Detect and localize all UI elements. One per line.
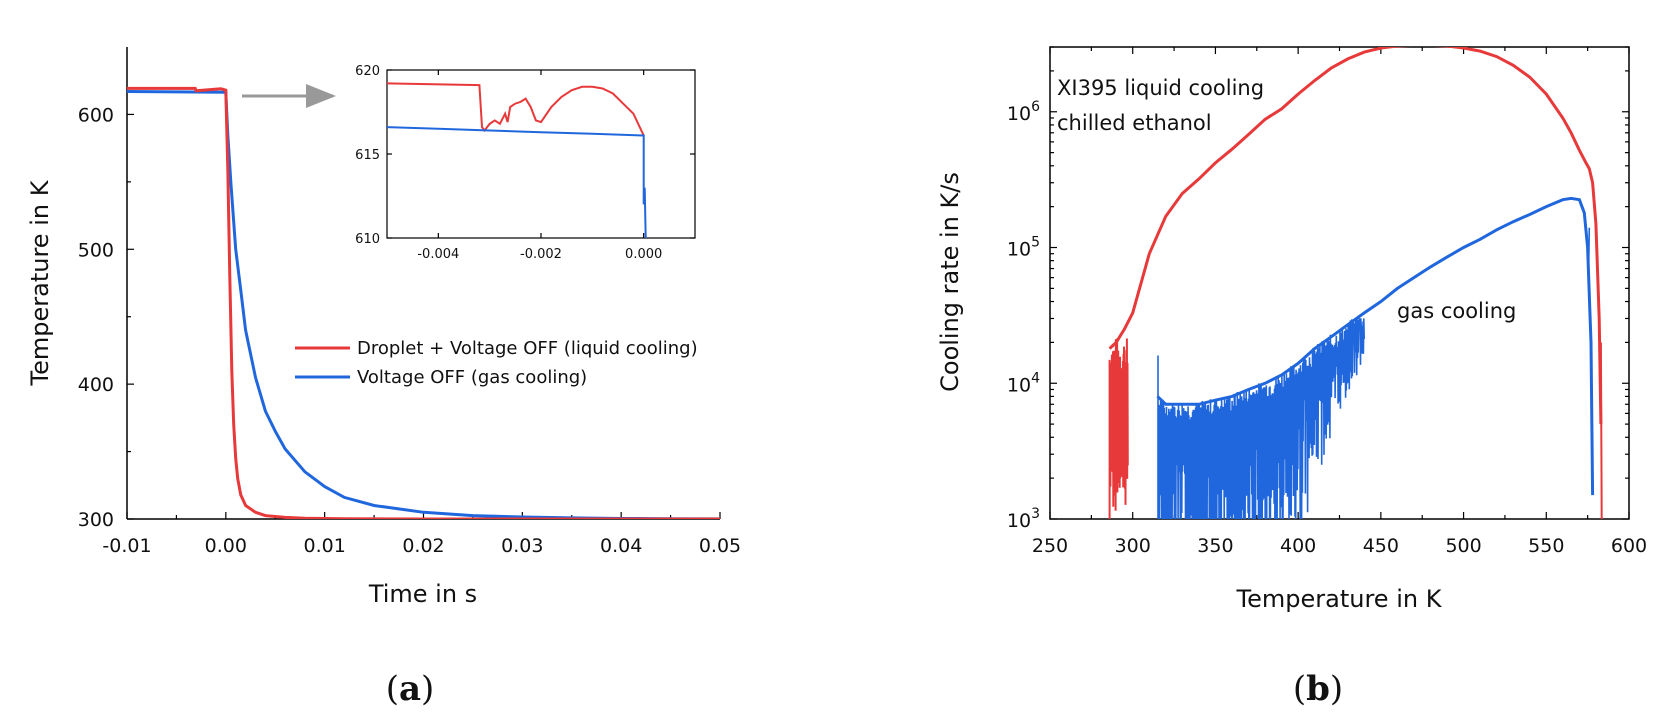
- chart-a: -0.01 0.00 0.01 0.02 0.03 0.04 0.05 300 400 500 6…: [26, 47, 741, 709]
- chart-b: 250 300 350 400 450 500 550 600 103 104 105 106 XI…: [936, 46, 1647, 709]
- chart-a-x-tick-label: 0.03: [501, 535, 543, 557]
- chart-b-y-axis-title: Cooling rate in K/s: [936, 172, 964, 392]
- chart-a-series-gas-line: [127, 90, 720, 519]
- chart-a-y-tick-label: 600: [78, 104, 114, 126]
- chart-a-x-axis-title: Time in s: [368, 580, 477, 608]
- caption-b: (b): [1293, 669, 1343, 709]
- chart-a-y-tick-label: 400: [78, 374, 114, 396]
- chart-a-x-tick-label: 0.04: [600, 535, 642, 557]
- inset-y-tick-label: 610: [355, 232, 380, 247]
- chart-a-series-liquid-line: [127, 86, 720, 519]
- inset-ticks: [387, 69, 695, 239]
- chart-b-x-tick-label: 450: [1363, 535, 1399, 557]
- chart-b-x-tick-labels: 250 300 350 400 450 500 550 600: [1032, 535, 1647, 557]
- inset-y-tick-label: 620: [355, 64, 380, 79]
- chart-b-x-tick-label: 500: [1445, 535, 1481, 557]
- annotation-gas: gas cooling: [1397, 299, 1516, 323]
- chart-a-x-tick-labels: -0.01 0.00 0.01 0.02 0.03 0.04 0.05: [102, 535, 741, 557]
- inset-series-liquid-line: [387, 82, 645, 136]
- chart-b-x-tick-label: 550: [1528, 535, 1564, 557]
- chart-a-y-tick-label: 500: [78, 239, 114, 261]
- inset-x-tick-label: 0.000: [625, 247, 662, 262]
- annotation-liquid-line2: chilled ethanol: [1057, 111, 1212, 135]
- caption-a: (a): [386, 669, 435, 709]
- chart-b-y-tick-label: 104: [1007, 370, 1040, 396]
- chart-b-y-tick-labels: 103 104 105 106: [1007, 99, 1040, 532]
- chart-b-y-tick-label: 106: [1007, 99, 1040, 125]
- annotation-liquid-line1: XI395 liquid cooling: [1057, 76, 1264, 100]
- chart-a-x-tick-label: 0.01: [304, 535, 346, 557]
- chart-b-x-tick-label: 600: [1611, 535, 1647, 557]
- chart-b-x-axis-title: Temperature in K: [1236, 585, 1443, 613]
- chart-a-x-tick-label: -0.01: [102, 535, 151, 557]
- inset-x-tick-labels: -0.004 -0.002 0.000: [417, 247, 662, 262]
- chart-b-x-tick-label: 250: [1032, 535, 1068, 557]
- chart-a-legend: Droplet + Voltage OFF (liquid cooling) V…: [295, 338, 698, 388]
- chart-b-series-liquid-line: [1108, 47, 1603, 425]
- legend-liquid-label: Droplet + Voltage OFF (liquid cooling): [357, 338, 698, 359]
- chart-a-x-tick-label: 0.05: [699, 535, 741, 557]
- inset-frame: [386, 69, 696, 239]
- chart-a-x-tick-label: 0.00: [205, 535, 247, 557]
- inset-x-tick-label: -0.002: [520, 247, 562, 262]
- chart-b-gas-noise: [1157, 227, 1591, 519]
- chart-a-y-tick-label: 300: [78, 509, 114, 531]
- chart-b-y-tick-label: 103: [1007, 506, 1040, 532]
- chart-a-inset: -0.004 -0.002 0.000 610 615 620: [355, 64, 696, 262]
- chart-b-y-tick-label: 105: [1007, 235, 1040, 261]
- chart-a-y-tick-labels: 300 400 500 600: [78, 104, 114, 531]
- inset-x-tick-label: -0.004: [417, 247, 459, 262]
- chart-a-x-tick-label: 0.02: [402, 535, 444, 557]
- inset-series-gas-line: [387, 126, 647, 238]
- legend-gas-label: Voltage OFF (gas cooling): [357, 367, 587, 388]
- inset-y-tick-label: 615: [355, 148, 380, 163]
- chart-b-x-tick-label: 350: [1197, 535, 1233, 557]
- chart-b-x-tick-label: 300: [1115, 535, 1151, 557]
- chart-a-y-axis-title: Temperature in K: [26, 179, 54, 386]
- inset-y-tick-labels: 610 615 620: [355, 64, 380, 247]
- chart-b-x-tick-label: 400: [1280, 535, 1316, 557]
- chart-b-liquid-noise: [1108, 338, 1603, 519]
